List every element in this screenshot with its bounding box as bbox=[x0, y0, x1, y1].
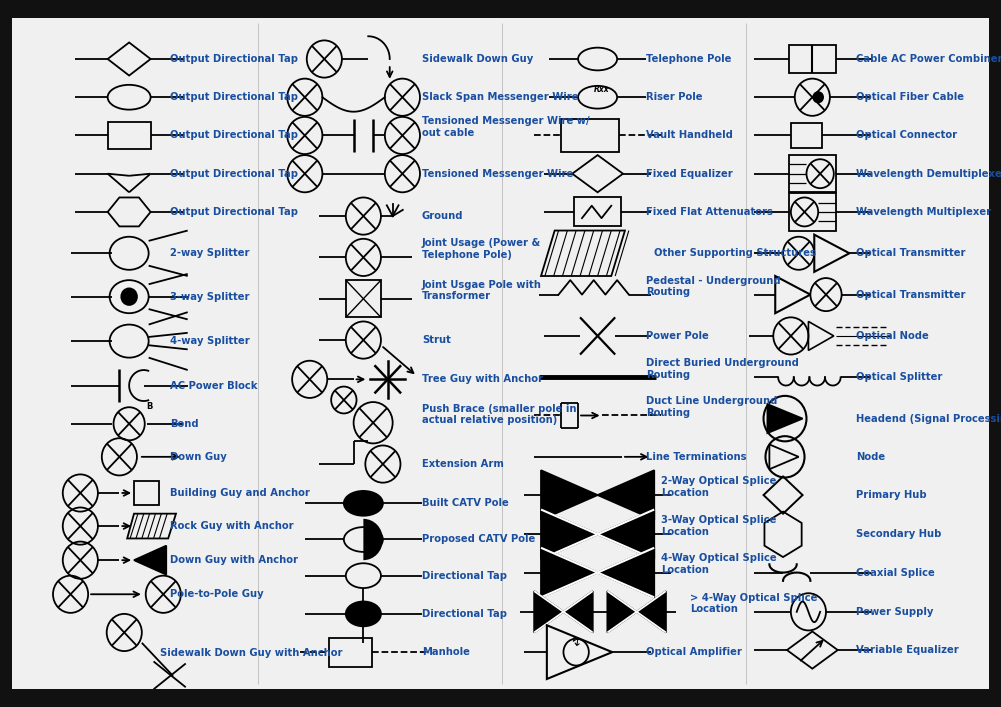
Polygon shape bbox=[541, 548, 598, 597]
Text: 3-way Splitter: 3-way Splitter bbox=[170, 292, 249, 302]
Bar bbox=[789, 193, 836, 230]
Text: Secondary Hub: Secondary Hub bbox=[856, 530, 942, 539]
Text: Fixed Flat Attenuators: Fixed Flat Attenuators bbox=[647, 207, 774, 217]
Text: Line Terminations: Line Terminations bbox=[647, 452, 747, 462]
Text: Output Directional Tap: Output Directional Tap bbox=[170, 207, 298, 217]
Text: Joint Usage (Power &
Telephone Pole): Joint Usage (Power & Telephone Pole) bbox=[422, 238, 542, 260]
Text: Manhole: Manhole bbox=[422, 647, 469, 657]
Text: Headend (Signal Processing): Headend (Signal Processing) bbox=[856, 414, 1001, 423]
Text: Built CATV Pole: Built CATV Pole bbox=[422, 498, 509, 508]
Text: Optical Transmitter: Optical Transmitter bbox=[856, 290, 966, 300]
Text: Optical Node: Optical Node bbox=[856, 331, 929, 341]
Bar bbox=[134, 481, 159, 506]
Polygon shape bbox=[598, 470, 655, 520]
Polygon shape bbox=[768, 404, 803, 433]
Text: Building Guy and Anchor: Building Guy and Anchor bbox=[170, 488, 310, 498]
Text: Fixed Equalizer: Fixed Equalizer bbox=[647, 169, 733, 179]
Text: Optical Fiber Cable: Optical Fiber Cable bbox=[856, 92, 964, 103]
Text: Strut: Strut bbox=[422, 335, 450, 345]
Text: Wavelength Demultiplexer: Wavelength Demultiplexer bbox=[856, 169, 1001, 179]
Text: Telephone Pole: Telephone Pole bbox=[647, 54, 732, 64]
Text: Push Brace (smaller pole in
actual relative position): Push Brace (smaller pole in actual relat… bbox=[422, 404, 577, 426]
Text: 4-Way Optical Splice
Location: 4-Way Optical Splice Location bbox=[661, 554, 777, 575]
Polygon shape bbox=[598, 510, 655, 559]
Text: Output Directional Tap: Output Directional Tap bbox=[170, 92, 298, 103]
Text: Bond: Bond bbox=[170, 419, 199, 428]
Text: Primary Hub: Primary Hub bbox=[856, 490, 927, 500]
Text: Vault Handheld: Vault Handheld bbox=[647, 131, 734, 141]
Text: Ground: Ground bbox=[422, 211, 463, 221]
Text: B: B bbox=[147, 402, 153, 411]
Text: Variable Equalizer: Variable Equalizer bbox=[856, 645, 959, 655]
Text: 2-way Splitter: 2-way Splitter bbox=[170, 248, 249, 258]
Polygon shape bbox=[541, 470, 598, 520]
Bar bbox=[561, 119, 619, 152]
Polygon shape bbox=[535, 591, 564, 633]
Text: Optical Splitter: Optical Splitter bbox=[856, 373, 943, 382]
Text: Coaxial Splice: Coaxial Splice bbox=[856, 568, 935, 578]
Polygon shape bbox=[134, 546, 166, 575]
Text: AC Power Block: AC Power Block bbox=[170, 380, 257, 390]
Text: Duct Line Underground
Routing: Duct Line Underground Routing bbox=[647, 397, 778, 418]
Wedge shape bbox=[363, 519, 383, 560]
Text: Sidewalk Down Guy: Sidewalk Down Guy bbox=[422, 54, 534, 64]
Text: Optical Transmitter: Optical Transmitter bbox=[856, 248, 966, 258]
Text: Optical Connector: Optical Connector bbox=[856, 131, 957, 141]
Text: Optical Amplifier: Optical Amplifier bbox=[647, 647, 743, 657]
Text: Extension Arm: Extension Arm bbox=[422, 459, 504, 469]
Text: > 4-Way Optical Splice
Location: > 4-Way Optical Splice Location bbox=[691, 592, 818, 614]
Text: Power Pole: Power Pole bbox=[647, 331, 709, 341]
Text: 2-Way Optical Splice
Location: 2-Way Optical Splice Location bbox=[661, 476, 777, 498]
FancyBboxPatch shape bbox=[12, 18, 989, 689]
Text: Direct Buried Underground
Routing: Direct Buried Underground Routing bbox=[647, 358, 799, 380]
Text: Directional Tap: Directional Tap bbox=[422, 609, 507, 619]
Bar bbox=[789, 155, 836, 192]
Text: Slack Span Messenger Wire: Slack Span Messenger Wire bbox=[422, 92, 579, 103]
Text: Down Guy with Anchor: Down Guy with Anchor bbox=[170, 555, 298, 565]
Text: Node: Node bbox=[856, 452, 885, 462]
Ellipse shape bbox=[344, 491, 383, 515]
Text: Joint Usgae Pole with
Transformer: Joint Usgae Pole with Transformer bbox=[422, 280, 542, 301]
Circle shape bbox=[121, 288, 137, 305]
Polygon shape bbox=[608, 591, 637, 633]
Text: Output Directional Tap: Output Directional Tap bbox=[170, 54, 298, 64]
Text: Riser Pole: Riser Pole bbox=[647, 92, 703, 103]
Bar bbox=[345, 280, 381, 317]
Text: Output Directional Tap: Output Directional Tap bbox=[170, 169, 298, 179]
Text: Output Directional Tap: Output Directional Tap bbox=[170, 131, 298, 141]
Bar bbox=[789, 45, 836, 74]
Text: Tree Guy with Anchor: Tree Guy with Anchor bbox=[422, 374, 543, 385]
Text: ↯: ↯ bbox=[571, 636, 581, 649]
Text: Proposed CATV Pole: Proposed CATV Pole bbox=[422, 534, 536, 544]
Polygon shape bbox=[564, 591, 593, 633]
Text: Pole-to-Pole Guy: Pole-to-Pole Guy bbox=[170, 589, 263, 600]
Bar bbox=[791, 123, 822, 148]
Polygon shape bbox=[598, 548, 655, 597]
Text: Pedestal - Underground
Routing: Pedestal - Underground Routing bbox=[647, 276, 781, 297]
Ellipse shape bbox=[345, 602, 381, 626]
Text: Sidewalk Down Guy with Anchor: Sidewalk Down Guy with Anchor bbox=[160, 648, 343, 658]
Bar bbox=[575, 197, 621, 226]
Text: Other Supporting Structures: Other Supporting Structures bbox=[655, 248, 816, 258]
Bar bbox=[329, 638, 372, 667]
Bar bbox=[108, 122, 150, 149]
Text: Tensioned Messenger Wire w/
out cable: Tensioned Messenger Wire w/ out cable bbox=[422, 117, 590, 138]
Text: Cable AC Power Combiner: Cable AC Power Combiner bbox=[856, 54, 1001, 64]
Text: Rxx: Rxx bbox=[594, 85, 610, 94]
Text: Directional Tap: Directional Tap bbox=[422, 571, 507, 580]
Polygon shape bbox=[637, 591, 666, 633]
Circle shape bbox=[813, 92, 823, 103]
Text: Power Supply: Power Supply bbox=[856, 607, 934, 617]
Text: Down Guy: Down Guy bbox=[170, 452, 227, 462]
Text: Rock Guy with Anchor: Rock Guy with Anchor bbox=[170, 521, 293, 531]
Text: 4-way Splitter: 4-way Splitter bbox=[170, 336, 250, 346]
Text: 3-Way Optical Splice
Location: 3-Way Optical Splice Location bbox=[661, 515, 777, 537]
Text: Wavelength Multiplexer: Wavelength Multiplexer bbox=[856, 207, 991, 217]
Polygon shape bbox=[541, 510, 598, 559]
Text: Tensioned Messenger Wire: Tensioned Messenger Wire bbox=[422, 169, 574, 179]
